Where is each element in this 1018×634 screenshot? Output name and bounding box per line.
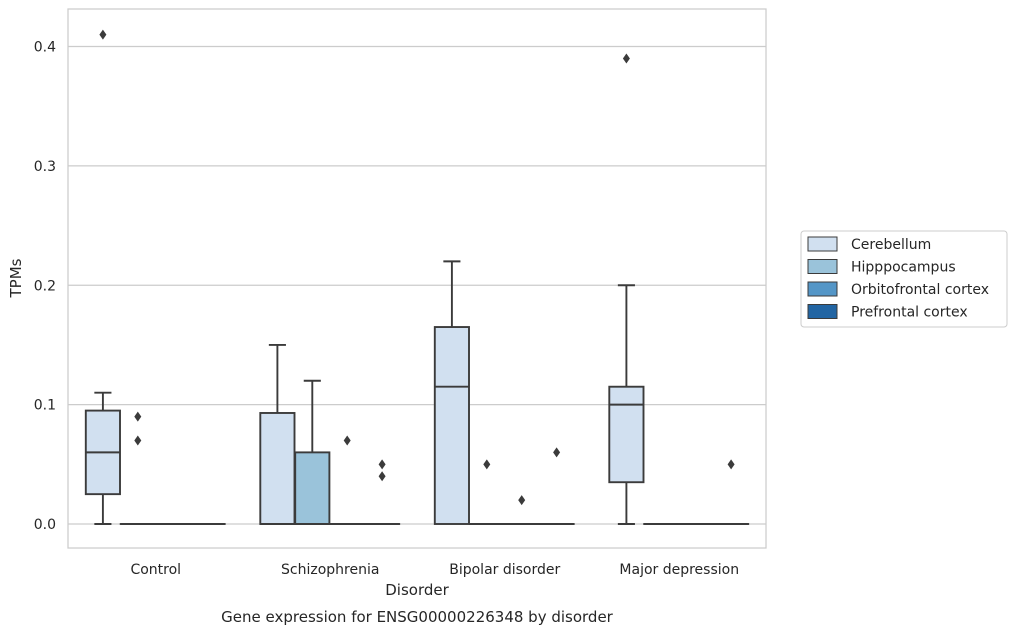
- outlier-point: [378, 459, 386, 470]
- box-groups: [84, 29, 750, 525]
- x-tick-label: Control: [130, 562, 181, 578]
- x-tick-label: Major depression: [619, 562, 739, 578]
- legend-label: Hipppocampus: [851, 260, 956, 276]
- y-tick-label: 0.0: [34, 517, 56, 533]
- outlier-point: [622, 53, 630, 64]
- y-tick-labels: 0.0 0.1 0.2 0.3 0.4: [34, 40, 56, 534]
- y-tick-label: 0.2: [34, 278, 56, 294]
- legend-label: Cerebellum: [851, 237, 931, 253]
- outlier-point: [518, 495, 526, 506]
- box-body: [294, 451, 331, 525]
- legend-swatch: [807, 304, 838, 319]
- box-cerebellum: [84, 29, 121, 525]
- box-hipppocampus: [468, 459, 505, 525]
- box-prefrontal-cortex: [713, 459, 750, 525]
- outlier-point: [343, 435, 351, 446]
- box-body: [608, 385, 645, 484]
- box-body: [259, 412, 296, 525]
- outlier-point: [378, 471, 386, 482]
- outlier-point: [727, 459, 735, 470]
- outlier-point: [99, 29, 107, 40]
- box-cerebellum: [608, 53, 645, 525]
- outlier-point: [134, 435, 142, 446]
- box-hipppocampus: [119, 411, 156, 525]
- box-prefrontal-cortex: [538, 447, 575, 525]
- legend-swatch: [807, 281, 838, 297]
- box-body: [433, 326, 470, 525]
- x-tick-labels: Control Schizophrenia Bipolar disorder Majo…: [130, 562, 739, 578]
- legend-frame: [800, 230, 1008, 328]
- box-cerebellum: [433, 260, 470, 525]
- grid-lines: [68, 45, 766, 525]
- y-tick-label: 0.3: [34, 159, 56, 175]
- legend-swatch: [807, 259, 838, 274]
- legend-swatch: [807, 236, 838, 252]
- y-axis-label: TPMs: [7, 258, 25, 298]
- box-orbitofrontal-cortex: [329, 435, 366, 525]
- x-tick-label: Schizophrenia: [281, 562, 379, 578]
- x-axis-label: Disorder: [385, 581, 449, 599]
- outlier-point: [483, 459, 491, 470]
- box-prefrontal-cortex: [364, 459, 401, 525]
- legend-label: Prefrontal cortex: [851, 305, 968, 321]
- y-tick-label: 0.1: [34, 398, 56, 414]
- legend: Cerebellum Hipppocampus Orbitofrontal cort…: [800, 230, 1008, 328]
- outlier-point: [553, 447, 561, 458]
- box-cerebellum: [259, 343, 296, 525]
- legend-label: Orbitofrontal cortex: [851, 282, 989, 298]
- box-orbitofrontal-cortex: [503, 495, 540, 525]
- x-tick-label: Bipolar disorder: [449, 562, 560, 578]
- outlier-point: [134, 411, 142, 422]
- y-tick-label: 0.4: [34, 40, 56, 56]
- chart-caption: Gene expression for ENSG00000226348 by d…: [221, 608, 614, 626]
- plot-frame: [67, 8, 767, 549]
- box-hipppocampus: [294, 379, 331, 525]
